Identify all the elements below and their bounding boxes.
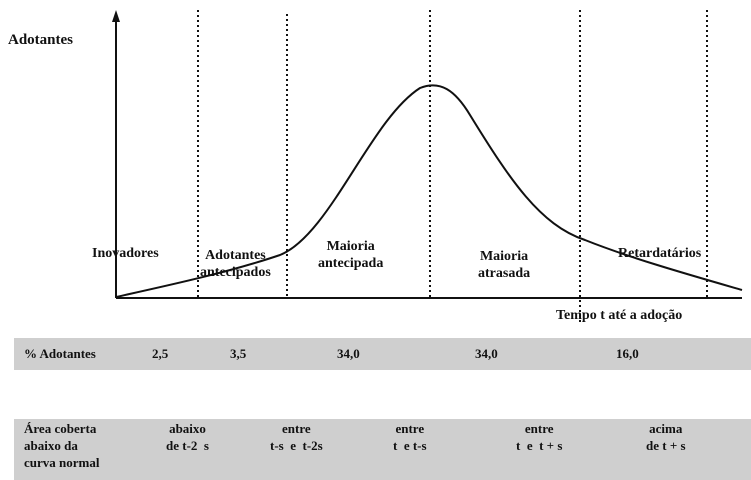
percent-value: 34,0 — [337, 346, 360, 361]
y-axis-label: Adotantes — [8, 32, 74, 48]
x-axis-label: Tempo t até a adoção — [556, 308, 683, 323]
y-axis-arrow — [112, 10, 120, 22]
segment-label-early-majority: Maioria antecipada — [318, 239, 384, 271]
area-value: acima de t + s — [646, 421, 686, 453]
area-band — [14, 419, 751, 480]
area-value: abaixo de t-2 s — [166, 421, 209, 453]
area-value: entre t e t + s — [516, 421, 563, 453]
percent-value: 3,5 — [230, 346, 247, 361]
area-value: entre t-s e t-2s — [270, 421, 323, 453]
segment-label-early-adopters: Adotantes antecipados — [200, 248, 271, 280]
segment-label-late-majority: Maioria atrasada — [478, 249, 531, 281]
percent-band — [14, 338, 751, 370]
segment-label-laggards: Retardatários — [618, 246, 702, 261]
area-row-label: Área coberta abaixo da curva normal — [24, 421, 100, 470]
area-value: entre t e t-s — [393, 421, 427, 453]
percent-value: 16,0 — [616, 346, 639, 361]
percent-row-label: % Adotantes — [24, 346, 96, 361]
percent-value: 34,0 — [475, 346, 498, 361]
segment-label-innovators: Inovadores — [92, 246, 159, 261]
adoption-curve — [115, 84, 743, 298]
percent-value: 2,5 — [152, 346, 169, 361]
